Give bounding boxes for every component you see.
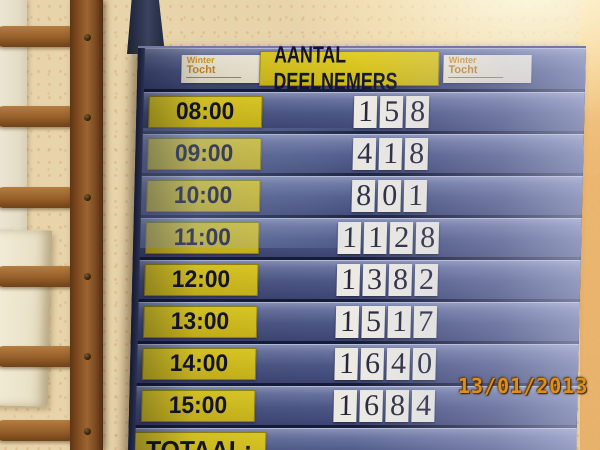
- board-header-row: Winter Tocht AANTAL DEELNEMERS Winter To…: [136, 42, 586, 94]
- time-plate: 15:00: [140, 389, 256, 422]
- board-row: 13:00 1 5 1 7: [130, 302, 580, 344]
- time-label: 15:00: [168, 391, 228, 419]
- sticker-line2: Tocht: [186, 64, 242, 78]
- digit-card: 1: [363, 221, 388, 254]
- digit-card: 0: [412, 347, 437, 380]
- digit-card: 4: [386, 347, 411, 380]
- screw-icon: [84, 428, 91, 435]
- time-plate: 11:00: [144, 221, 260, 254]
- ladder-rung: [0, 420, 78, 441]
- board-total-row: TOTAAL:: [127, 428, 577, 450]
- digit-card: 1: [334, 347, 359, 380]
- time-plate: 08:00: [148, 95, 263, 128]
- time-label: 11:00: [173, 223, 232, 251]
- board-row: 09:00 4 1 8: [134, 134, 584, 176]
- board-title: AANTAL DEELNEMERS: [273, 41, 398, 95]
- sticker-line2: Tocht: [448, 64, 504, 78]
- total-label: TOTAAL:: [145, 435, 253, 450]
- digit-card: 1: [353, 95, 378, 128]
- board-row: 12:00 1 3 8 2: [131, 260, 581, 302]
- digit-card: 1: [335, 305, 360, 338]
- ladder-rung: [0, 266, 78, 287]
- digit-card: 2: [414, 263, 439, 296]
- digit-card: 5: [379, 95, 404, 128]
- time-plate: 12:00: [143, 263, 259, 296]
- digit-card: 8: [351, 179, 376, 212]
- digit-card: 7: [413, 305, 438, 338]
- digit-card: 8: [404, 137, 429, 170]
- digit-card: 1: [337, 221, 362, 254]
- time-plate: 13:00: [142, 305, 258, 338]
- time-label: 13:00: [170, 307, 230, 335]
- date-stamp: 13/01/2013: [458, 374, 589, 398]
- screw-icon: [84, 273, 91, 280]
- digit-card: 6: [360, 347, 385, 380]
- screw-icon: [84, 114, 91, 121]
- ladder-post: [70, 0, 103, 450]
- digit-card: 8: [385, 389, 410, 422]
- time-label: 09:00: [174, 139, 234, 167]
- screw-icon: [84, 34, 91, 41]
- board-row: 10:00 8 0 1: [133, 176, 583, 218]
- winter-tocht-sticker: Winter Tocht: [181, 55, 270, 83]
- time-label: 10:00: [173, 181, 233, 209]
- ladder-rung: [0, 26, 78, 47]
- digit-card: 3: [362, 263, 387, 296]
- digit-card: 8: [405, 95, 430, 128]
- time-plate: 10:00: [145, 179, 261, 212]
- digit-card: 4: [352, 137, 377, 170]
- screw-icon: [84, 194, 91, 201]
- time-plate: 14:00: [141, 347, 257, 380]
- digit-card: 1: [333, 389, 358, 422]
- digit-card: 1: [387, 305, 412, 338]
- time-label: 14:00: [169, 349, 229, 377]
- digit-card: 1: [378, 137, 403, 170]
- total-label-plate: TOTAAL:: [131, 431, 267, 450]
- screw-icon: [84, 353, 91, 360]
- digit-card: 1: [336, 263, 361, 296]
- winter-tocht-sticker: Winter Tocht: [443, 55, 532, 83]
- board-row: 08:00 1 5 8: [135, 92, 585, 134]
- time-label: 12:00: [171, 265, 231, 293]
- time-plate: 09:00: [146, 137, 262, 170]
- digit-card: 1: [403, 179, 428, 212]
- digit-card: 0: [377, 179, 402, 212]
- ladder-rung: [0, 106, 78, 127]
- digit-card: 6: [359, 389, 384, 422]
- board-title-plate: AANTAL DEELNEMERS: [259, 42, 440, 94]
- time-label: 08:00: [175, 97, 235, 125]
- ladder-rung: [0, 346, 78, 367]
- digit-card: 4: [411, 389, 436, 422]
- board-row: 11:00 1 1 2 8: [132, 218, 582, 260]
- digit-card: 2: [389, 221, 414, 254]
- digit-card: 5: [361, 305, 386, 338]
- ladder-rung: [0, 187, 78, 208]
- digit-card: 8: [415, 221, 440, 254]
- digit-card: 8: [388, 263, 413, 296]
